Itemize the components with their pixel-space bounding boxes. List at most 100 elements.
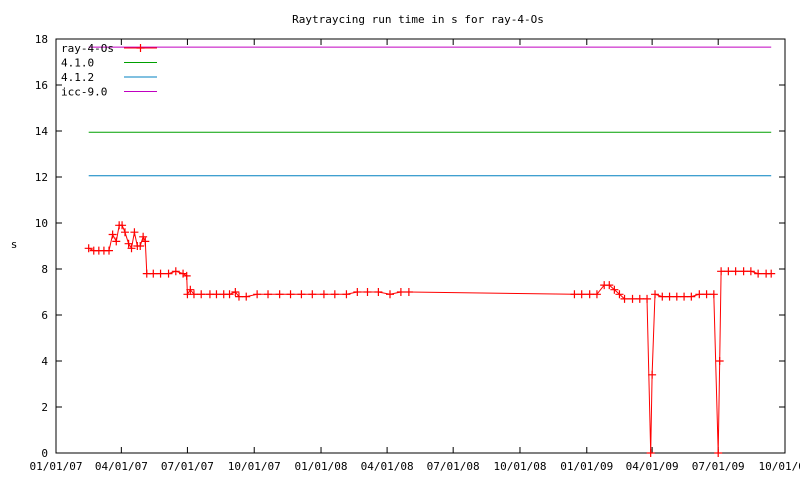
legend-label: 4.1.2 — [61, 71, 94, 84]
data-point — [605, 281, 614, 290]
data-point — [404, 288, 413, 296]
data-point — [124, 239, 133, 248]
data-point — [643, 294, 652, 303]
data-point — [275, 290, 284, 299]
y-tick-label: 2 — [41, 401, 48, 414]
data-point — [319, 290, 328, 299]
x-tick-label: 10/01/08 — [493, 460, 546, 473]
data-point — [648, 370, 657, 379]
data-point — [197, 290, 206, 299]
data-point — [767, 269, 776, 278]
chart-title: Raytraycing run time in s for ray-4-Os — [292, 13, 544, 26]
data-point — [646, 449, 655, 457]
data-point — [136, 242, 145, 250]
x-tick-label: 01/01/07 — [30, 460, 83, 473]
data-point — [715, 357, 724, 365]
data-point — [308, 290, 317, 299]
y-tick-label: 12 — [35, 171, 48, 184]
data-point — [105, 246, 114, 255]
data-point — [342, 290, 351, 299]
data-point — [234, 292, 243, 301]
y-tick-label: 14 — [35, 125, 49, 138]
data-point — [139, 232, 148, 241]
data-point — [108, 230, 117, 239]
legend-marker — [136, 44, 145, 52]
x-tick-label: 07/01/09 — [692, 460, 745, 473]
y-tick-label: 10 — [35, 217, 48, 230]
data-point — [717, 267, 726, 276]
x-tick-label: 01/01/08 — [295, 460, 348, 473]
data-point — [149, 269, 158, 278]
axes: 0 2 4 6 8 10 12 14 16 18 01/01/07 04/01/07 07/01/07 1… — [30, 33, 800, 473]
data-point — [84, 244, 93, 253]
y-axis-label: s — [11, 238, 18, 251]
x-tick-label: 10/01/09 — [759, 460, 800, 473]
data-point — [297, 290, 306, 299]
data-point — [231, 288, 240, 296]
data-point — [687, 292, 696, 301]
data-point — [374, 288, 383, 296]
plot-frame — [55, 38, 786, 454]
x-tick-label: 07/01/08 — [427, 460, 480, 473]
x-tick-label: 10/01/07 — [228, 460, 281, 473]
data-point — [130, 228, 139, 237]
data-point — [672, 292, 681, 301]
data-point — [577, 290, 586, 299]
x-tick-label: 01/01/09 — [560, 460, 613, 473]
data-point — [628, 294, 637, 303]
data-point — [754, 269, 763, 278]
series-ray-4-Os — [84, 221, 776, 457]
data-point — [665, 292, 674, 301]
y-tick-label: 6 — [41, 309, 48, 322]
data-point — [363, 288, 372, 296]
y-tick-label: 18 — [35, 33, 48, 46]
data-point — [709, 290, 718, 299]
data-point — [702, 290, 711, 299]
data-point — [212, 290, 221, 299]
data-point — [635, 294, 644, 303]
data-point — [141, 237, 150, 246]
legend-label: ray-4-Os — [61, 42, 114, 55]
data-point — [264, 290, 273, 299]
x-tick-label: 04/01/09 — [626, 460, 679, 473]
data-point — [386, 290, 395, 299]
data-point — [651, 290, 660, 299]
y-tick-label: 8 — [41, 263, 48, 276]
y-tick-label: 16 — [35, 79, 48, 92]
data-point — [714, 449, 723, 457]
y-tick-label: 0 — [41, 447, 48, 460]
data-point — [658, 292, 667, 301]
data-point — [695, 290, 704, 299]
data-point — [186, 285, 195, 294]
series-layer — [84, 46, 776, 457]
data-point — [610, 285, 619, 294]
data-point — [746, 267, 755, 276]
x-tick-label: 04/01/07 — [95, 460, 148, 473]
data-point — [112, 237, 121, 246]
data-point — [127, 244, 136, 253]
data-point — [171, 267, 180, 276]
data-point — [615, 290, 624, 299]
data-point — [120, 228, 129, 237]
data-point — [353, 288, 362, 296]
data-point — [118, 221, 127, 230]
data-point — [585, 290, 594, 299]
data-point — [156, 269, 165, 278]
data-point — [620, 294, 629, 303]
data-point — [242, 292, 251, 301]
data-point — [189, 290, 198, 299]
x-tick-label: 07/01/07 — [161, 460, 214, 473]
data-point — [396, 288, 405, 296]
legend: ray-4-Os 4.1.04.1.2 icc-9.0 — [61, 42, 157, 99]
data-point — [731, 267, 740, 276]
x-tick-label: 04/01/08 — [361, 460, 414, 473]
legend-label: icc-9.0 — [61, 86, 107, 99]
data-point — [253, 290, 262, 299]
data-point — [724, 267, 733, 276]
legend-label: 4.1.0 — [61, 57, 94, 70]
data-point — [182, 271, 191, 280]
data-point — [330, 290, 339, 299]
data-point — [164, 269, 173, 278]
data-point — [286, 290, 295, 299]
